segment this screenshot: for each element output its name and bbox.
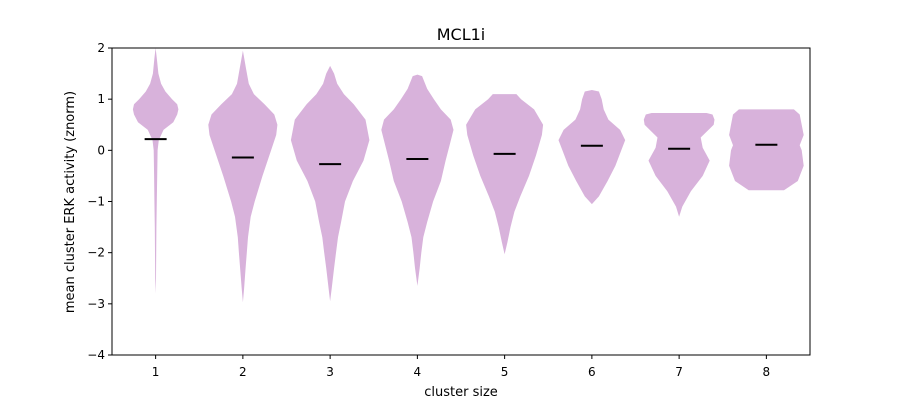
x-tick-label: 5 <box>501 365 509 379</box>
y-tick-label: 0 <box>97 143 105 157</box>
y-tick-label: 1 <box>97 92 105 106</box>
x-tick-label: 1 <box>152 365 160 379</box>
violin-3 <box>290 65 370 302</box>
medians-layer <box>144 138 778 166</box>
violins-layer <box>132 48 804 303</box>
violin-7 <box>643 113 715 217</box>
violin-4 <box>381 74 454 286</box>
y-tick-label: −1 <box>87 195 105 209</box>
y-tick-label: −2 <box>87 246 105 260</box>
x-axis: 1 2 3 4 5 6 7 8 <box>152 355 770 379</box>
y-axis-label: mean cluster ERK activity (znorm) <box>63 91 78 313</box>
violin-5 <box>466 94 544 255</box>
y-tick-label: 2 <box>97 41 105 55</box>
x-tick-label: 7 <box>675 365 683 379</box>
y-tick-label: −3 <box>87 297 105 311</box>
x-tick-label: 4 <box>414 365 422 379</box>
x-tick-label: 3 <box>326 365 334 379</box>
x-tick-label: 8 <box>763 365 771 379</box>
plot-frame <box>111 47 811 356</box>
y-tick-label: −4 <box>87 348 105 362</box>
y-axis: 2 1 0 −1 −2 −3 −4 <box>87 41 112 362</box>
x-axis-label: cluster size <box>424 385 498 400</box>
chart-title: MCL1i <box>437 25 486 44</box>
violin-6 <box>558 90 626 205</box>
violin-1 <box>132 48 179 294</box>
violin-8 <box>729 109 804 191</box>
x-tick-label: 2 <box>239 365 247 379</box>
x-tick-label: 6 <box>588 365 596 379</box>
violin-2 <box>208 50 278 303</box>
